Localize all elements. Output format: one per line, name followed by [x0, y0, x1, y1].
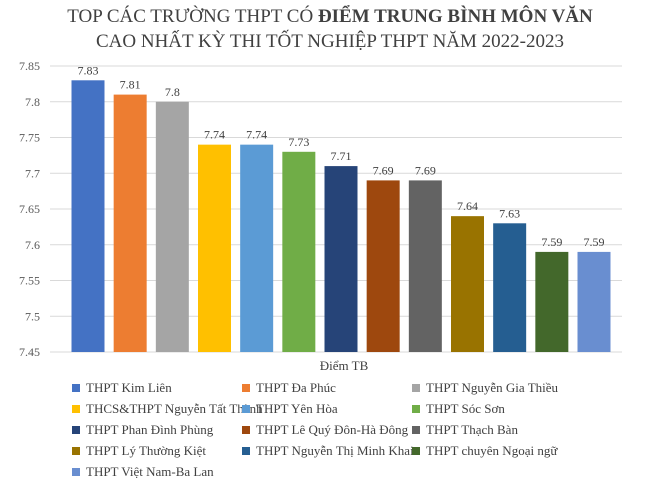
y-tick-label: 7.7	[25, 166, 40, 180]
data-label: 7.73	[288, 135, 309, 149]
legend-swatch	[72, 447, 80, 455]
legend-swatch	[242, 447, 250, 455]
legend-label: THPT Lê Quý Đôn-Hà Đông	[256, 422, 409, 437]
data-label: 7.64	[457, 199, 478, 213]
data-label: 7.8	[165, 85, 180, 99]
legend-item: THPT Lê Quý Đôn-Hà Đông	[242, 422, 412, 438]
legend-swatch	[412, 384, 420, 392]
data-label: 7.59	[584, 235, 605, 249]
chart-title-line-2: CAO NHẤT KỲ THI TỐT NGHIỆP THPT NĂM 2022…	[96, 31, 564, 52]
legend-item: THPT Kim Liên	[72, 380, 242, 396]
bar	[113, 94, 147, 352]
legend-swatch	[72, 468, 80, 476]
legend-swatch	[72, 405, 80, 413]
y-tick-label: 7.75	[19, 131, 40, 145]
y-tick-label: 7.65	[19, 202, 40, 216]
legend-swatch	[412, 447, 420, 455]
data-label: 7.59	[541, 235, 562, 249]
chart-title-bold: ĐIỂM TRUNG BÌNH MÔN VĂN	[317, 6, 593, 27]
data-label: 7.71	[331, 149, 352, 163]
legend-item: THPT Phan Đình Phùng	[72, 422, 242, 438]
data-label: 7.63	[499, 206, 520, 220]
data-label: 7.69	[373, 163, 394, 177]
legend-label: THPT Việt Nam-Ba Lan	[86, 464, 214, 479]
y-tick-label: 7.6	[25, 238, 40, 252]
legend-item: THPT Nguyễn Gia Thiều	[412, 380, 602, 396]
legend-item: THPT Thạch Bàn	[412, 422, 602, 438]
legend-swatch	[412, 405, 420, 413]
y-axis-ticks: 7.45 7.5 7.55 7.6 7.65 7.7 7.75 7.8 7.85	[19, 59, 40, 359]
bar	[366, 180, 400, 352]
bar	[198, 144, 231, 352]
y-tick-label: 7.45	[19, 345, 40, 359]
legend-swatch	[72, 426, 80, 434]
legend-item: THPT Sóc Sơn	[412, 401, 602, 417]
legend-swatch	[412, 426, 420, 434]
chart-title: TOP CÁC TRƯỜNG THPT CÓ ĐIỂM TRUNG BÌNH M…	[0, 4, 660, 54]
legend-label: THCS&THPT Nguyễn Tất Thành	[86, 401, 263, 416]
legend: THPT Kim Liên THPT Đa Phúc THPT Nguyễn Gia…	[72, 380, 632, 480]
legend-label: THPT Kim Liên	[86, 380, 172, 395]
data-label: 7.83	[78, 63, 99, 77]
y-tick-label: 7.55	[19, 274, 40, 288]
legend-item: THCS&THPT Nguyễn Tất Thành	[72, 401, 263, 417]
bar	[324, 166, 358, 352]
bar	[493, 223, 527, 352]
legend-swatch	[242, 426, 250, 434]
data-label: 7.81	[120, 78, 141, 92]
legend-item: THPT Nguyễn Thị Minh Khai	[242, 443, 414, 459]
bar	[240, 144, 274, 352]
legend-label: THPT Phan Đình Phùng	[86, 422, 214, 437]
bar	[155, 101, 189, 352]
legend-label: THPT chuyên Ngoại ngữ	[426, 443, 558, 458]
chart-title-line-1: TOP CÁC TRƯỜNG THPT CÓ ĐIỂM TRUNG BÌNH M…	[0, 4, 660, 29]
bar	[577, 251, 611, 352]
legend-label: THPT Sóc Sơn	[426, 401, 505, 416]
legend-label: THPT Thạch Bàn	[426, 422, 518, 437]
bars	[71, 80, 611, 353]
data-label: 7.69	[415, 163, 436, 177]
bar	[408, 180, 442, 352]
legend-item: THPT Lý Thường Kiệt	[72, 443, 242, 459]
data-label: 7.74	[204, 128, 225, 142]
data-labels: 7.83 7.81 7.8 7.74 7.74 7.73 7.71 7.69 7.69 7.64 7…	[78, 63, 605, 249]
legend-swatch	[72, 384, 80, 392]
legend-swatch	[242, 405, 250, 413]
legend-label: THPT Nguyễn Gia Thiều	[426, 380, 559, 395]
chart-title-normal: TOP CÁC TRƯỜNG THPT CÓ	[67, 6, 318, 27]
legend-item: THPT Việt Nam-Ba Lan	[72, 464, 242, 480]
bar	[535, 251, 569, 352]
bar	[71, 80, 105, 353]
data-label: 7.74	[246, 128, 267, 142]
bar	[282, 151, 316, 352]
legend-swatch	[242, 384, 250, 392]
legend-label: THPT Lý Thường Kiệt	[86, 443, 206, 458]
y-tick-label: 7.8	[25, 95, 40, 109]
y-tick-label: 7.85	[19, 59, 40, 73]
legend-label: THPT Nguyễn Thị Minh Khai	[256, 443, 414, 458]
legend-item: THPT chuyên Ngoại ngữ	[412, 443, 602, 459]
legend-label: THPT Yên Hòa	[256, 401, 338, 416]
legend-item: THPT Đa Phúc	[242, 380, 412, 396]
legend-item: THPT Yên Hòa	[242, 401, 412, 417]
legend-label: THPT Đa Phúc	[256, 380, 336, 395]
bar	[451, 216, 484, 352]
y-tick-label: 7.5	[25, 309, 40, 323]
x-axis-label: Điểm TB	[320, 358, 369, 373]
